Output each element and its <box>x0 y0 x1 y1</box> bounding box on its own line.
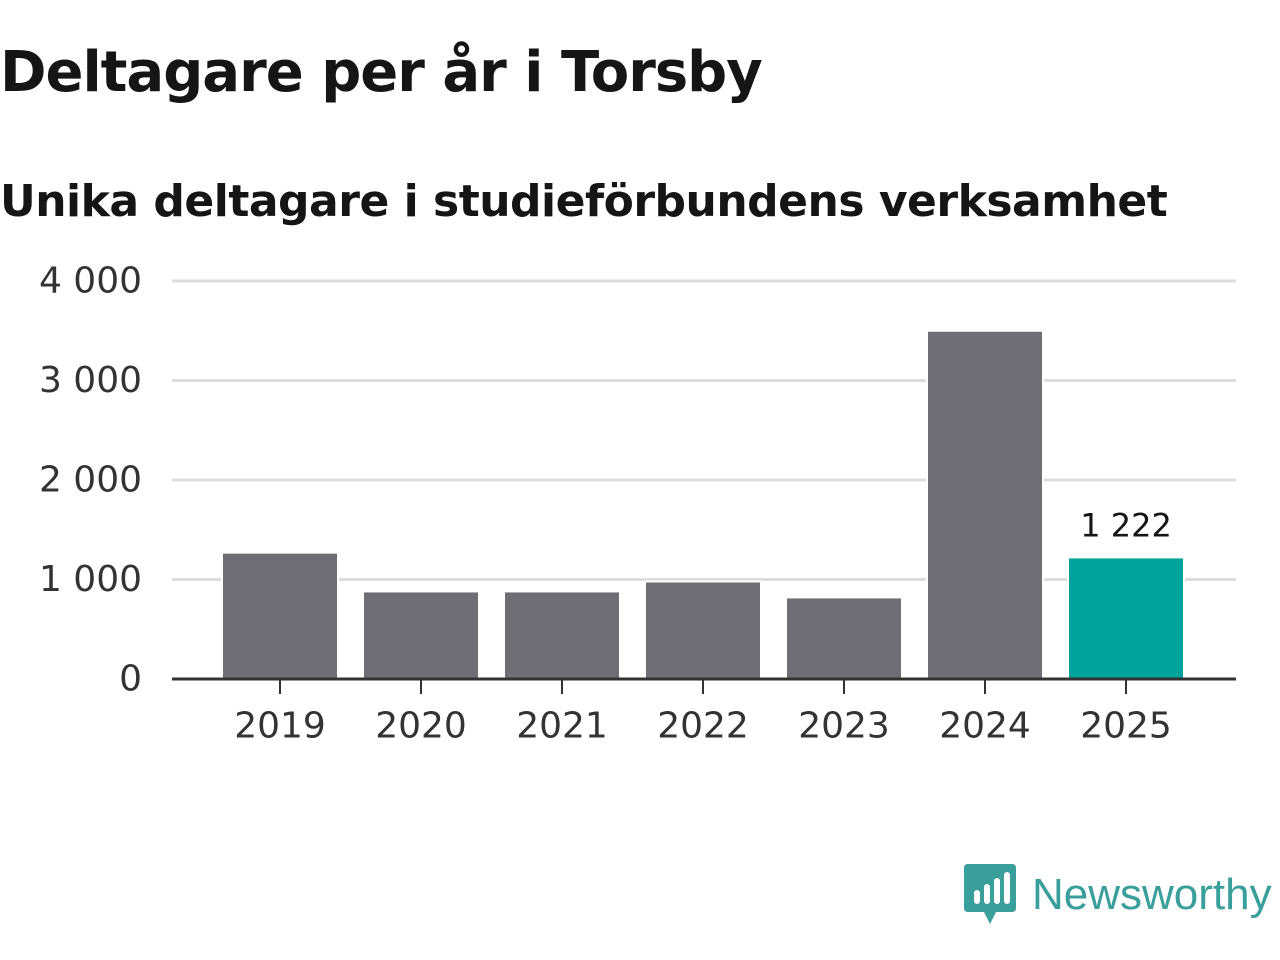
x-tick-label: 2021 <box>516 706 608 747</box>
chart-title: Deltagare per år i Torsby <box>0 40 763 105</box>
y-tick-label: 0 <box>119 659 142 700</box>
x-tick-label: 2020 <box>375 706 467 747</box>
gridlines <box>172 279 1236 581</box>
newsworthy-logo-icon <box>964 864 1016 924</box>
x-tick-label: 2025 <box>1080 706 1172 747</box>
bar <box>503 590 621 680</box>
bar <box>221 551 339 681</box>
bar <box>1067 556 1185 681</box>
x-tick-label: 2022 <box>657 706 749 747</box>
x-tick-label: 2023 <box>798 706 890 747</box>
labels: 0 1 000 2 000 3 000 4 000 2019 2020 2021 2022 202… <box>39 261 1172 747</box>
bar <box>362 590 480 680</box>
newsworthy-logo[interactable]: Newsworthy <box>964 864 1272 926</box>
y-tick-label: 3 000 <box>39 360 142 401</box>
bars <box>221 329 1185 681</box>
bar <box>644 580 762 680</box>
bar <box>926 329 1044 680</box>
y-tick-label: 1 000 <box>39 559 142 600</box>
chart-subtitle: Unika deltagare i studieförbundens verks… <box>0 176 1168 227</box>
brand-name: Newsworthy <box>1032 870 1272 919</box>
axes <box>172 677 1236 694</box>
x-tick-label: 2024 <box>939 706 1031 747</box>
data-label: 1 222 <box>1080 506 1172 544</box>
x-tick-label: 2019 <box>234 706 326 747</box>
y-tick-label: 4 000 <box>39 261 142 302</box>
bar <box>785 596 903 680</box>
y-tick-label: 2 000 <box>39 460 142 501</box>
